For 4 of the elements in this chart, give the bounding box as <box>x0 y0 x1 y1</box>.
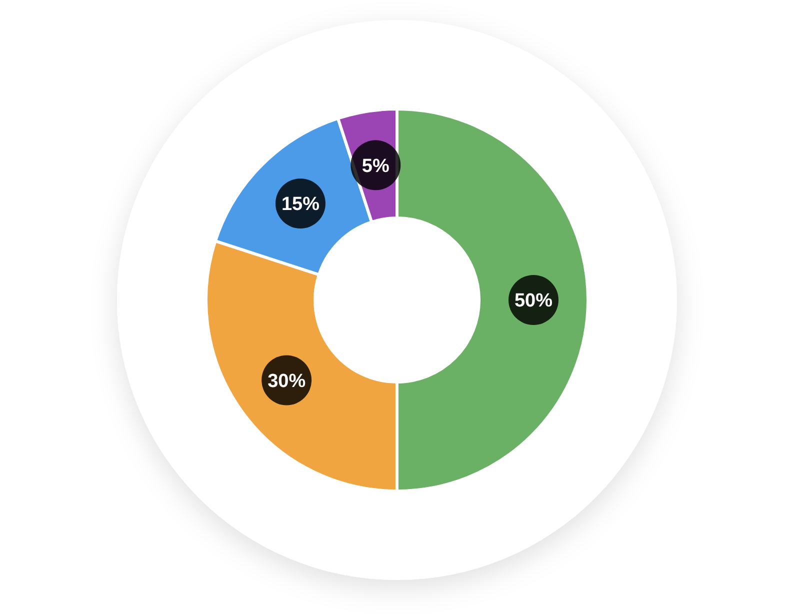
data-label: 15% <box>281 194 320 216</box>
data-label: 5% <box>362 156 390 177</box>
data-label: 30% <box>268 370 306 392</box>
data-label: 50% <box>514 290 553 312</box>
